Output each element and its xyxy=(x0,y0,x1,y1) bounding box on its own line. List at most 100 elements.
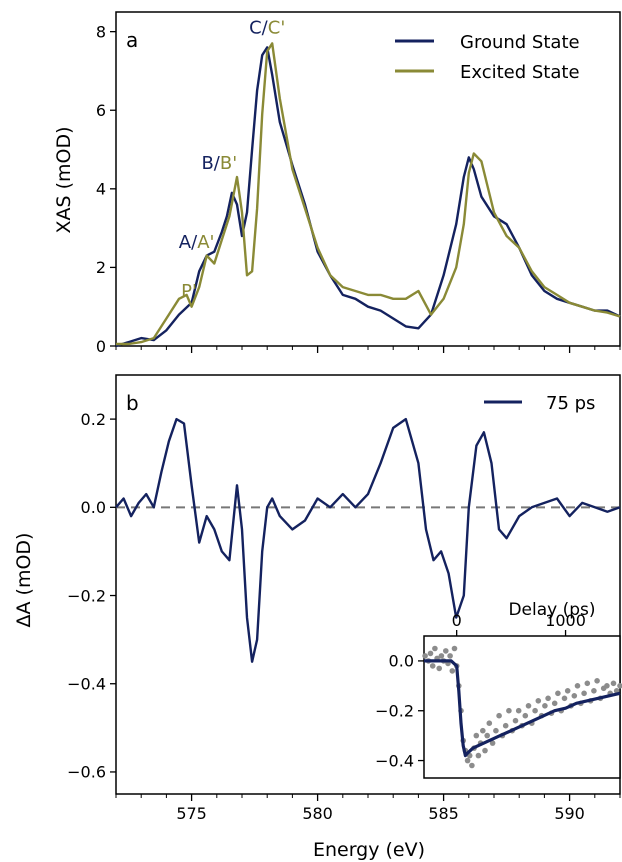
panel-a-peak-label: A/A' xyxy=(179,232,215,253)
inset-data-point xyxy=(561,695,568,702)
panel-b-xtick-label: 580 xyxy=(302,804,333,823)
panel-b-xtick-label: 585 xyxy=(428,804,459,823)
inset-ytick-label: −0.4 xyxy=(375,751,414,770)
inset-chart: Delay (ps) 0 1000 0.0 −0.2 −0.4 xyxy=(375,600,622,779)
inset-data-point xyxy=(429,663,436,669)
inset-data-point xyxy=(443,648,449,654)
inset-axes: 0 1000 0.0 −0.2 −0.4 xyxy=(375,611,622,779)
peak-label-part: / xyxy=(262,18,269,39)
inset-data-point xyxy=(535,698,542,704)
panel-a-label: a xyxy=(126,28,138,52)
inset-data-point xyxy=(532,707,538,714)
panel-b: ΔA (mOD) Energy (eV) 575 580 585 590 −0.6 −0.… xyxy=(13,374,621,861)
inset-data-point xyxy=(617,683,622,689)
inset-frame xyxy=(423,635,621,779)
inset-data-point xyxy=(545,695,551,702)
inset-data-point xyxy=(438,653,445,659)
panel-b-label: b xyxy=(126,391,139,415)
inset-data-point xyxy=(594,678,600,684)
peak-label-part: A xyxy=(179,232,192,253)
inset-data-point xyxy=(449,668,456,674)
panel-a-ytick-label: 8 xyxy=(96,22,106,41)
inset-data-point xyxy=(486,720,493,726)
peak-label-part: P' xyxy=(181,281,197,302)
inset-data-point xyxy=(451,645,458,652)
panel-a-peak-label: C/C' xyxy=(249,18,285,39)
inset-background xyxy=(424,636,620,778)
inset-data-point xyxy=(571,693,578,699)
inset-xlabel: Delay (ps) xyxy=(508,600,595,620)
panel-b-ytick-label: 0.0 xyxy=(81,498,106,517)
inset-fit-line xyxy=(424,659,621,758)
panel-b-ytick-label: −0.4 xyxy=(67,674,106,693)
panel-a-ytick-label: 6 xyxy=(96,101,106,120)
panel-a-peak-label: B/B' xyxy=(201,153,237,174)
inset-xtick-label: 1000 xyxy=(545,611,586,630)
inset-data-point xyxy=(512,717,519,724)
inset-data-point xyxy=(427,650,434,657)
panel-b-ylabel: ΔA (mOD) xyxy=(13,533,35,628)
inset-data-point xyxy=(584,680,591,687)
inset-data-point xyxy=(581,690,587,697)
panel-a-peak-label: P' xyxy=(181,281,197,302)
inset-data-point xyxy=(436,665,443,672)
inset-ytick-label: 0.0 xyxy=(389,652,414,671)
inset-data-point xyxy=(484,732,491,739)
legend-label-excited: Excited State xyxy=(460,62,580,83)
peak-label-part: C' xyxy=(268,18,286,39)
inset-data-point xyxy=(496,712,502,719)
panel-b-xtick-label: 575 xyxy=(176,804,207,823)
inset-data-point xyxy=(555,690,561,697)
panel-a-legend: Ground State Excited State xyxy=(395,32,580,83)
inset-data-point xyxy=(493,727,499,734)
panel-a-series-excited xyxy=(116,42,621,346)
peak-label-part: B xyxy=(201,153,213,174)
inset-data-point xyxy=(482,747,488,754)
inset-data-point xyxy=(515,707,522,714)
panel-b-ytick-label: 0.2 xyxy=(81,410,106,429)
inset-data-point xyxy=(469,762,475,769)
inset-data-point xyxy=(422,653,428,659)
inset-data-point xyxy=(432,645,438,652)
inset-data-point xyxy=(447,653,453,659)
panel-a-ytick-label: 2 xyxy=(96,258,106,277)
inset-data-point xyxy=(475,752,482,759)
inset-data-point xyxy=(473,732,480,739)
panel-a-ytick-label: 0 xyxy=(96,337,106,356)
peak-label-part: B' xyxy=(220,153,237,174)
inset-data-point xyxy=(591,688,597,694)
panel-a-ytick-label: 4 xyxy=(96,180,106,199)
peak-label-part: A' xyxy=(197,232,214,253)
inset-data-point xyxy=(564,688,571,694)
inset-xtick-label: 0 xyxy=(452,611,462,630)
inset-data-point xyxy=(464,757,471,764)
inset-data-point xyxy=(489,740,496,746)
peak-label-part: / xyxy=(191,232,198,253)
inset-data-point xyxy=(502,722,509,729)
inset-data-point xyxy=(542,703,548,709)
inset-data-point xyxy=(551,700,558,707)
peak-label-part: / xyxy=(214,153,221,174)
inset-data-point xyxy=(525,703,532,709)
inset-ytick-label: −0.2 xyxy=(375,701,414,720)
panel-b-legend: 75 ps xyxy=(484,393,595,414)
legend-label-ground: Ground State xyxy=(460,32,580,53)
inset-data-point xyxy=(610,680,617,687)
panel-b-axes: 575 580 585 590 −0.6 −0.4 −0.2 0.0 0.2 xyxy=(67,374,621,823)
panel-b-xlabel: Energy (eV) xyxy=(313,839,425,861)
peak-label-part: C xyxy=(249,18,262,39)
inset-data-point xyxy=(480,727,486,734)
inset-data-point xyxy=(522,712,529,719)
inset-data-point xyxy=(506,707,512,714)
legend-label-75ps: 75 ps xyxy=(546,393,595,414)
panel-b-ytick-label: −0.2 xyxy=(67,586,106,605)
panel-b-ytick-label: −0.6 xyxy=(67,763,106,782)
panel-a-ylabel: XAS (mOD) xyxy=(53,126,75,233)
inset-data-point xyxy=(574,683,581,689)
panel-b-series-75ps xyxy=(115,417,621,663)
inset-data-point xyxy=(604,683,610,689)
panel-b-xtick-label: 590 xyxy=(554,804,585,823)
